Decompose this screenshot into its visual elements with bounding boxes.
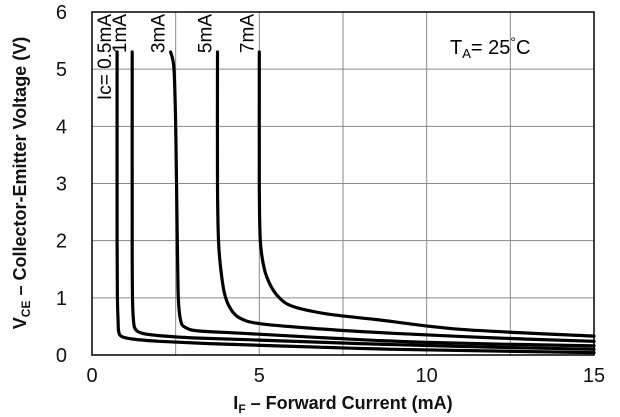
curve-4 bbox=[215, 50, 596, 343]
temperature-annotation-main: T bbox=[450, 37, 462, 59]
y-tick-label: 3 bbox=[56, 174, 67, 196]
temperature-annotation-sub: A bbox=[462, 46, 471, 61]
y-tick-label: 6 bbox=[56, 2, 67, 24]
curve-2 bbox=[130, 50, 596, 351]
y-tick-label: 2 bbox=[56, 231, 67, 253]
curve-label-1: Ic= 0.5mA bbox=[95, 14, 116, 100]
y-axis-title-sub: CE bbox=[19, 301, 33, 318]
curves bbox=[115, 50, 596, 355]
plot-area-frame bbox=[91, 11, 595, 356]
curve-3 bbox=[169, 50, 596, 348]
y-axis-title-rest: – Collector-Emitter Voltage (V) bbox=[10, 37, 30, 301]
x-axis-title: IF – Forward Current (mA) bbox=[233, 393, 452, 416]
curve-label-4: 5mA bbox=[196, 14, 217, 53]
y-tick-labels: 0 1 2 3 4 5 6 bbox=[56, 2, 67, 367]
y-axis-title-main: V bbox=[10, 317, 30, 329]
x-axis-title-main: I bbox=[233, 393, 238, 413]
x-tick-label: 15 bbox=[583, 365, 605, 387]
curve-label-3: 3mA bbox=[149, 14, 170, 53]
curve-1 bbox=[115, 50, 596, 355]
x-tick-label: 5 bbox=[254, 365, 265, 387]
temperature-annotation: TA= 25°C bbox=[450, 34, 530, 61]
y-tick-label: 4 bbox=[56, 116, 67, 138]
x-tick-label: 10 bbox=[416, 365, 438, 387]
curve-label-5: 7mA bbox=[237, 14, 258, 53]
curve-5 bbox=[257, 50, 596, 338]
y-tick-label: 1 bbox=[56, 288, 67, 310]
temperature-annotation-value: = 25 bbox=[471, 37, 510, 59]
x-tick-label: 0 bbox=[86, 365, 97, 387]
y-tick-label: 0 bbox=[56, 345, 67, 367]
curve-label-2: 1mA bbox=[110, 14, 131, 53]
x-axis-title-rest: – Forward Current (mA) bbox=[246, 393, 453, 413]
x-tick-labels: 0 5 10 15 bbox=[86, 365, 605, 387]
temperature-annotation-unit: C bbox=[516, 37, 530, 59]
temperature-annotation-degree: ° bbox=[510, 34, 516, 50]
y-tick-label: 5 bbox=[56, 59, 67, 81]
x-axis-title-sub: F bbox=[238, 402, 245, 416]
y-axis-title: VCE – Collector-Emitter Voltage (V) bbox=[10, 37, 33, 329]
grid bbox=[92, 12, 594, 355]
